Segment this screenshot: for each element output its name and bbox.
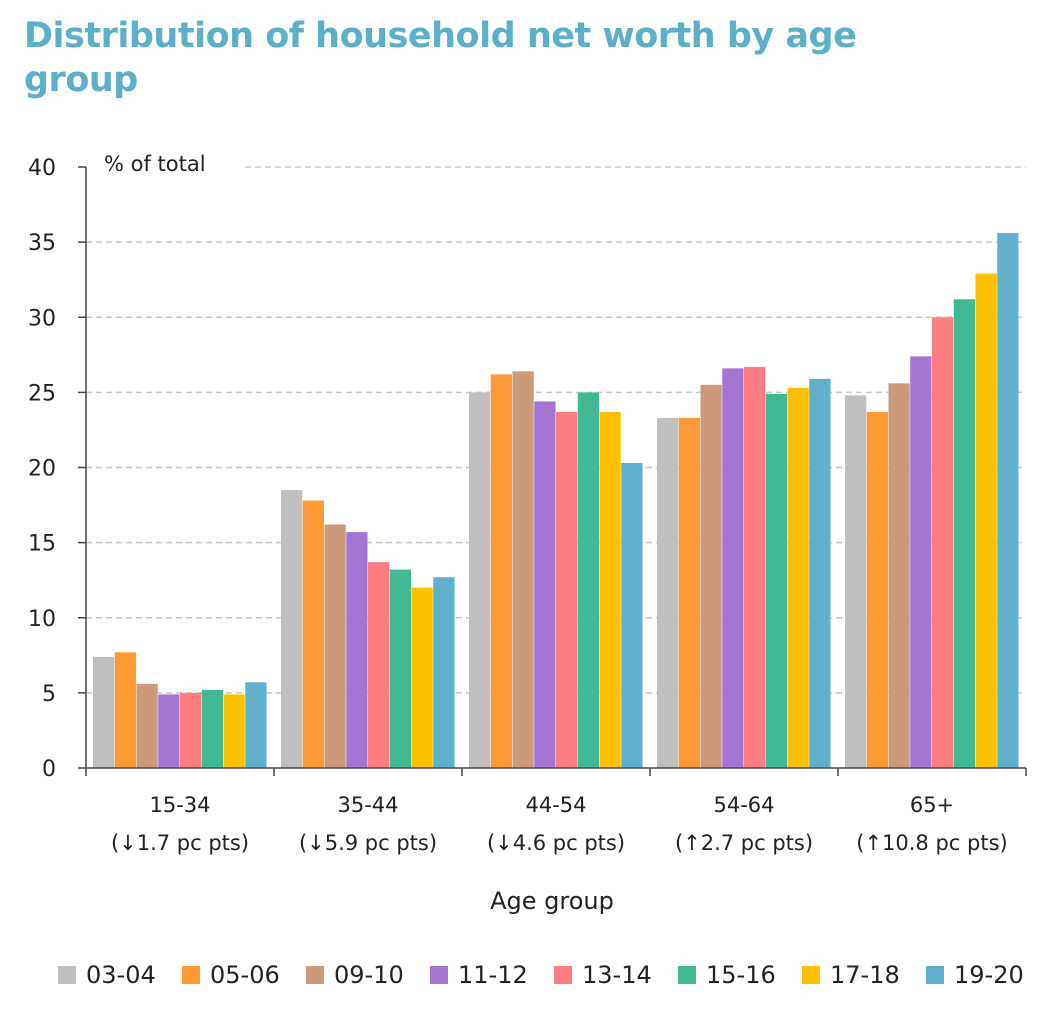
- y-axis-unit-label: % of total: [104, 152, 206, 176]
- legend-swatch: [58, 966, 76, 984]
- legend-label: 15-16: [706, 961, 776, 989]
- x-category-sublabel: (↑2.7 pc pts): [675, 831, 813, 855]
- bar-13-14-54-64: [744, 366, 766, 768]
- bar-03-04-44-54: [469, 392, 491, 768]
- legend-label: 11-12: [458, 961, 528, 989]
- y-tick-label: 15: [28, 532, 56, 557]
- bar-03-04-35-44: [281, 490, 303, 768]
- bar-15-16-54-64: [765, 393, 787, 768]
- bar-03-04-65+: [845, 395, 867, 768]
- bar-05-06-35-44: [302, 500, 324, 768]
- bar-13-14-15-34: [180, 692, 202, 768]
- bar-11-12-15-34: [158, 694, 180, 768]
- x-axis-label: Age group: [490, 887, 614, 915]
- bar-17-18-44-54: [599, 411, 621, 768]
- bar-19-20-44-54: [621, 462, 643, 768]
- bars: [93, 233, 1019, 769]
- x-category-label: 65+: [910, 793, 954, 817]
- legend: 03-04 05-06 09-10 11-12 13-14 15-16 17-18 19-20: [58, 961, 1024, 989]
- bar-05-06-44-54: [490, 374, 512, 768]
- y-tick-label: 25: [28, 381, 56, 406]
- x-category-label: 44-54: [525, 793, 586, 817]
- x-category-sublabel: (↓5.9 pc pts): [299, 831, 437, 855]
- legend-swatch: [554, 966, 572, 984]
- bar-19-20-54-64: [809, 378, 831, 768]
- bar-17-18-35-44: [411, 587, 433, 768]
- y-tick-label: 30: [28, 306, 56, 331]
- bar-11-12-44-54: [534, 401, 556, 768]
- legend-swatch: [306, 966, 324, 984]
- bar-19-20-15-34: [245, 682, 267, 768]
- legend-swatch: [678, 966, 696, 984]
- legend-swatch: [182, 966, 200, 984]
- y-tick-label: 5: [42, 682, 56, 707]
- bar-09-10-65+: [888, 383, 910, 768]
- bar-19-20-65+: [997, 233, 1019, 769]
- legend-label: 05-06: [210, 961, 280, 989]
- bar-15-16-35-44: [389, 569, 411, 768]
- bar-17-18-65+: [975, 273, 997, 768]
- bar-15-16-44-54: [577, 392, 599, 768]
- bar-11-12-35-44: [346, 532, 368, 768]
- y-tick-label: 20: [28, 457, 56, 482]
- bar-13-14-65+: [932, 317, 954, 768]
- bar-13-14-44-54: [556, 411, 578, 768]
- bar-05-06-65+: [866, 411, 888, 768]
- x-category-label: 54-64: [713, 793, 774, 817]
- bar-13-14-35-44: [368, 562, 390, 768]
- y-tick-labels: 0 5 10 15 20 25 30 35 40: [28, 156, 56, 782]
- x-category-labels: 15-34 (↓1.7 pc pts) 35-44 (↓5.9 pc pts) 44-5…: [111, 793, 1008, 855]
- legend-label: 17-18: [830, 961, 900, 989]
- legend-swatch: [926, 966, 944, 984]
- x-category-sublabel: (↑10.8 pc pts): [856, 831, 1007, 855]
- bar-09-10-44-54: [512, 371, 534, 768]
- legend-swatch: [430, 966, 448, 984]
- chart-title: Distribution of household net worth by a…: [24, 16, 857, 100]
- bar-03-04-54-64: [657, 417, 679, 768]
- bar-09-10-54-64: [700, 384, 722, 768]
- x-category-label: 15-34: [149, 793, 210, 817]
- y-tick-label: 40: [28, 156, 56, 181]
- bar-11-12-65+: [910, 356, 932, 768]
- bar-15-16-15-34: [201, 689, 223, 768]
- bar-09-10-15-34: [136, 683, 158, 768]
- legend-label: 09-10: [334, 961, 404, 989]
- bar-09-10-35-44: [324, 524, 346, 768]
- axes: [78, 166, 1027, 776]
- bar-11-12-54-64: [722, 368, 744, 768]
- bar-05-06-15-34: [114, 652, 136, 768]
- bar-17-18-15-34: [223, 694, 245, 768]
- x-category-sublabel: (↓4.6 pc pts): [487, 831, 625, 855]
- bar-17-18-54-64: [787, 387, 809, 768]
- legend-swatch: [802, 966, 820, 984]
- y-tick-label: 0: [42, 757, 56, 782]
- legend-label: 13-14: [582, 961, 652, 989]
- x-category-sublabel: (↓1.7 pc pts): [111, 831, 249, 855]
- legend-label: 03-04: [86, 961, 156, 989]
- x-category-label: 35-44: [337, 793, 398, 817]
- y-tick-label: 10: [28, 607, 56, 632]
- y-tick-label: 35: [28, 231, 56, 256]
- legend-label: 19-20: [954, 961, 1024, 989]
- bar-15-16-65+: [953, 299, 975, 768]
- bar-05-06-54-64: [678, 417, 700, 768]
- bar-19-20-35-44: [433, 577, 455, 768]
- bar-03-04-15-34: [93, 656, 115, 768]
